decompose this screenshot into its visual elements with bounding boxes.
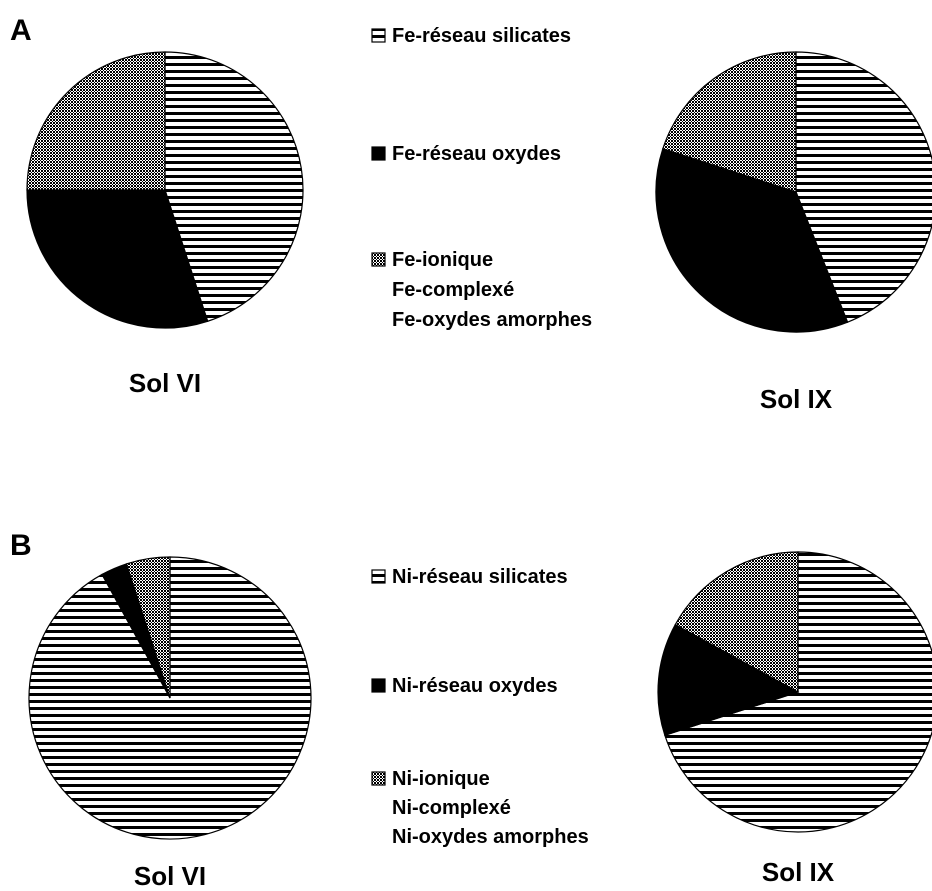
- pie-slice-oxydes: [655, 147, 849, 333]
- legend-label: Ni-ionique: [392, 768, 490, 790]
- pie-1: Sol VI: [26, 51, 304, 398]
- legend-swatch-oxydes: [371, 678, 386, 693]
- legend-label: Ni-réseau silicates: [392, 566, 568, 588]
- pie-slice-oxydes: [26, 189, 209, 329]
- legend-swatch-silicates: [371, 28, 386, 43]
- legend: Fe-réseau silicates Fe-réseau oxydes Fe-io…: [371, 25, 592, 331]
- pie-label: Sol VI: [134, 861, 206, 891]
- pie-label: Sol VI: [129, 368, 201, 398]
- legend-swatch-ionique: [371, 771, 386, 786]
- panel-letter: A: [10, 14, 32, 47]
- legend-label: Fe-oxydes amorphes: [392, 309, 592, 331]
- legend-label: Fe-réseau silicates: [392, 25, 571, 47]
- legend-label: Ni-oxydes amorphes: [392, 826, 589, 848]
- pie-label: Sol IX: [762, 857, 835, 887]
- pie-label: Sol IX: [760, 384, 833, 414]
- pie-slice-oxydes: [657, 623, 800, 737]
- pie-slice-silicates: [164, 51, 304, 323]
- pie-slice-ionique: [125, 556, 171, 699]
- pie-slice-ionique: [662, 51, 797, 193]
- pie-slice-ionique: [26, 51, 166, 191]
- legend-label: Fe-complexé: [392, 279, 514, 301]
- pie-slice-ionique: [674, 551, 799, 694]
- legend-swatch-ionique: [371, 252, 386, 267]
- panel-letter: B: [10, 529, 32, 562]
- legend-swatch-oxydes: [371, 146, 386, 161]
- legend: Ni-réseau silicates Ni-réseau oxydes Ni-io…: [371, 566, 589, 848]
- pie-2: Sol IX: [657, 551, 932, 887]
- legend-swatch-silicates: [371, 569, 386, 584]
- pie-slice-silicates: [795, 51, 932, 323]
- legend-label: Fe-réseau oxydes: [392, 143, 561, 165]
- legend-label: Fe-ionique: [392, 249, 493, 271]
- legend-label: Ni-réseau oxydes: [392, 675, 558, 697]
- pie-2: Sol IX: [655, 51, 932, 414]
- pie-1: Sol VI: [28, 556, 312, 891]
- legend-label: Ni-complexé: [392, 797, 511, 819]
